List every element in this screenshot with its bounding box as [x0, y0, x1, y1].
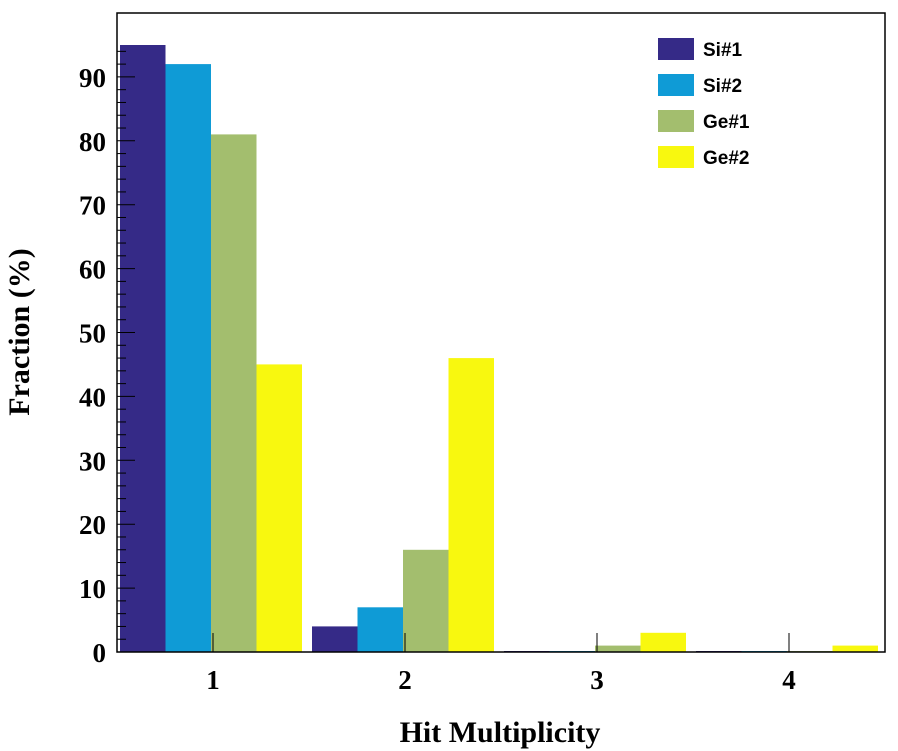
legend: Si#1 Si#2 Ge#1 Ge#2	[658, 38, 750, 169]
legend-swatch-Si1	[658, 38, 694, 60]
legend-label-Si1: Si#1	[703, 40, 743, 61]
y-tick-label: 40	[79, 382, 106, 412]
y-tick-label: 50	[79, 319, 106, 349]
y-tick-label: 30	[79, 446, 106, 476]
y-tick-label: 60	[79, 255, 106, 285]
y-tick-label: 20	[79, 510, 106, 540]
bar-Si2-1	[165, 64, 211, 653]
bar-Si2-2	[357, 607, 403, 652]
x-tick-label: 2	[398, 665, 412, 695]
bar-Ge1-2	[403, 549, 449, 652]
bar-Si1-2	[312, 626, 358, 652]
legend-label-Si2: Si#2	[703, 76, 742, 97]
y-tick-labels: 0 10 20 30 40 50 60 70 80 90	[79, 63, 106, 668]
x-tick-label: 4	[782, 665, 796, 695]
y-tick-label: 80	[79, 127, 106, 157]
axis-ticks	[117, 50, 790, 653]
bars-group	[120, 45, 878, 653]
bar-Ge2-4	[832, 645, 878, 652]
bar-Ge1-3	[595, 645, 641, 652]
bar-Ge1-1	[211, 134, 257, 652]
y-tick-label: 70	[79, 191, 106, 221]
legend-swatch-Ge2	[658, 146, 694, 168]
legend-label-Ge2: Ge#2	[703, 148, 749, 169]
bar-Ge2-2	[448, 358, 494, 652]
x-tick-label: 3	[590, 665, 604, 695]
bar-Ge2-1	[256, 364, 302, 652]
y-tick-label: 0	[93, 638, 107, 668]
x-axis-title: Hit Multiplicity	[400, 716, 601, 749]
y-tick-label: 90	[79, 63, 106, 93]
legend-swatch-Si2	[658, 74, 694, 96]
legend-label-Ge1: Ge#1	[703, 112, 750, 133]
x-tick-label: 1	[206, 665, 220, 695]
bar-Ge2-3	[640, 632, 686, 652]
y-axis-title: Fraction (%)	[3, 248, 36, 415]
legend-swatch-Ge1	[658, 110, 694, 132]
x-tick-labels: 1 2 3 4	[206, 665, 796, 695]
plot-frame	[116, 12, 886, 653]
y-tick-label: 10	[79, 574, 106, 604]
bar-Si1-1	[120, 45, 166, 652]
